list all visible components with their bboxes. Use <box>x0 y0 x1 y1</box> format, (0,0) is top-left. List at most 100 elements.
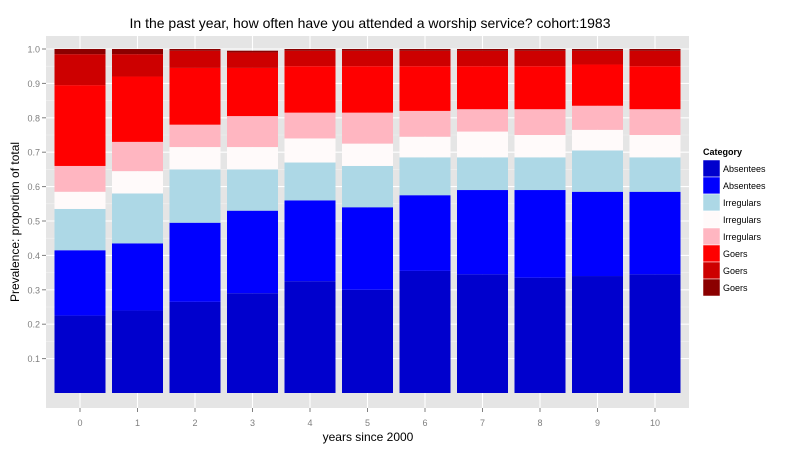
bar-segment <box>54 85 106 166</box>
bar-segment <box>342 207 393 290</box>
bar-segment <box>54 165 106 192</box>
bar-segment <box>284 281 336 393</box>
bar-segment <box>399 49 451 51</box>
bar-segment <box>399 270 451 393</box>
bar-segment <box>514 66 566 110</box>
bar-segment <box>54 250 106 316</box>
x-tick-label: 7 <box>480 418 485 428</box>
x-tick-label: 1 <box>135 418 140 428</box>
bar-segment <box>342 165 393 208</box>
bar-segment <box>169 222 221 302</box>
bar-segment <box>284 50 336 67</box>
bar-segment <box>112 310 163 393</box>
legend-swatch <box>702 159 721 178</box>
legend-label: Irregulars <box>723 232 762 242</box>
bar-segment <box>284 112 336 139</box>
bar-segment <box>629 50 681 67</box>
bars <box>54 49 681 393</box>
bar-segment <box>227 52 278 68</box>
bar-segment <box>399 136 451 158</box>
legend: Category Absentees Absentees Irregulars Irr… <box>702 147 766 297</box>
y-axis-title: Prevalence: proportion of total <box>8 142 22 302</box>
bar-segment <box>514 109 566 135</box>
legend-title: Category <box>703 147 742 157</box>
y-tick-label: 0.8 <box>27 113 40 123</box>
bar-segment <box>284 66 336 113</box>
bar-segment <box>54 191 106 209</box>
bar-segment <box>169 50 221 68</box>
bar-segment <box>342 112 393 144</box>
bar-segment <box>457 157 508 191</box>
bar-segment <box>227 50 278 53</box>
bar-segment <box>514 135 566 158</box>
x-tick-label: 2 <box>192 418 197 428</box>
bar-segment <box>629 66 681 110</box>
bar-segment <box>572 276 623 393</box>
bar-segment <box>457 190 508 275</box>
bar-segment <box>284 200 336 282</box>
legend-label: Absentees <box>723 164 766 174</box>
bar-segment <box>169 301 221 393</box>
legend-swatch <box>702 193 721 212</box>
bar-segment <box>54 54 106 86</box>
bar-segment <box>227 116 278 148</box>
bar-segment <box>227 293 278 393</box>
y-tick-label: 0.7 <box>27 148 40 158</box>
legend-label: Goers <box>723 283 748 293</box>
bar-segment <box>342 66 393 113</box>
bar-segment <box>629 135 681 158</box>
bar-segment <box>112 243 163 311</box>
y-tick-label: 0.6 <box>27 182 40 192</box>
bar-segment <box>514 157 566 191</box>
bar-segment <box>227 67 278 117</box>
bar-segment <box>112 141 163 172</box>
legend-items: Absentees Absentees Irregulars Irregulars Ir… <box>702 159 766 297</box>
bar-segment <box>284 138 336 163</box>
y-tick-label: 0.4 <box>27 251 40 261</box>
bar-segment <box>227 147 278 170</box>
x-tick-label: 6 <box>422 418 427 428</box>
bar-segment <box>169 67 221 125</box>
bar-segment <box>629 157 681 192</box>
bar-segment <box>399 195 451 271</box>
legend-swatch <box>702 261 721 280</box>
bar-segment <box>284 162 336 201</box>
bar-segment <box>342 143 393 166</box>
bar-segment <box>572 49 623 51</box>
bar-segment <box>399 50 451 67</box>
bar-segment <box>399 66 451 111</box>
bar-segment <box>514 49 566 51</box>
bar-segment <box>112 54 163 77</box>
bar-segment <box>112 171 163 194</box>
bar-segment <box>572 105 623 130</box>
bar-segment <box>457 66 508 110</box>
bar-segment <box>572 129 623 151</box>
y-tick-label: 0.5 <box>27 217 40 227</box>
bar-segment <box>457 50 508 67</box>
bar-segment <box>629 274 681 393</box>
y-tick-label: 0.3 <box>27 285 40 295</box>
legend-swatch <box>702 278 721 297</box>
x-tick-label: 10 <box>650 418 660 428</box>
bar-segment <box>284 49 336 51</box>
y-tick-label: 0.9 <box>27 79 40 89</box>
chart-title: In the past year, how often have you att… <box>130 15 611 31</box>
x-tick-label: 0 <box>77 418 82 428</box>
bar-segment <box>54 49 106 55</box>
bar-segment <box>227 210 278 294</box>
y-axis: 0.1 0.2 0.3 0.4 0.5 0.6 0.7 0.8 0.9 1.0 <box>27 45 46 364</box>
bar-segment <box>227 169 278 211</box>
bar-segment <box>629 109 681 135</box>
bar-segment <box>112 193 163 244</box>
bar-segment <box>514 190 566 278</box>
y-tick-label: 0.1 <box>27 354 40 364</box>
bar-segment <box>457 49 508 51</box>
legend-label: Irregulars <box>723 215 762 225</box>
bar-segment <box>572 191 623 277</box>
bar-segment <box>399 157 451 196</box>
x-axis: 0 1 2 3 4 5 6 7 8 9 10 <box>77 408 660 428</box>
bar-segment <box>169 124 221 148</box>
legend-swatch <box>702 244 721 263</box>
